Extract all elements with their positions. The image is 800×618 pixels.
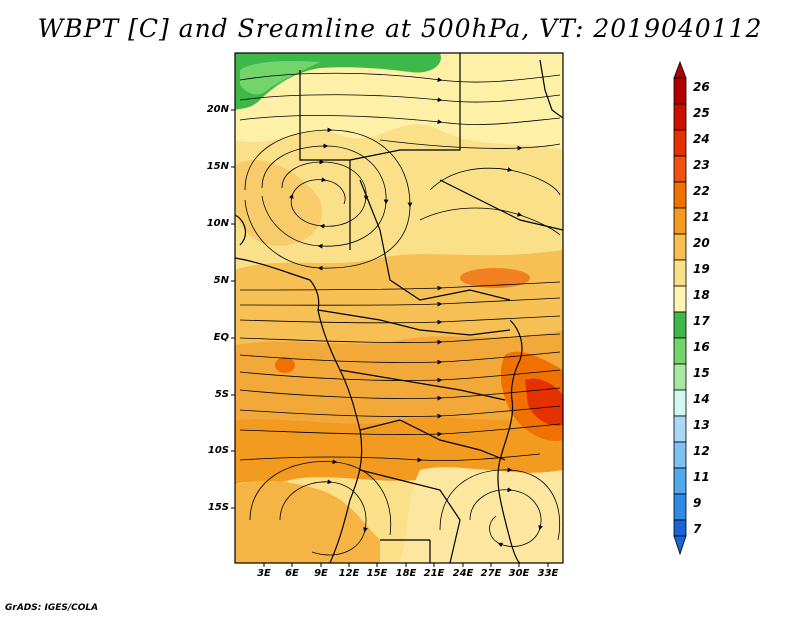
field-band-eq	[235, 250, 563, 345]
chart-title: WBPT [C] and Sreamline at 500hPa, VT: 20…	[37, 14, 763, 43]
lat-label-5n: 5N	[213, 275, 229, 286]
plot-area	[235, 53, 563, 563]
colorbar	[673, 60, 687, 556]
colorbar-label-19: 19	[693, 262, 710, 276]
lon-label-9e: 9E	[314, 568, 328, 579]
colorbar-label-21: 21	[693, 210, 710, 224]
colorbar-label-16: 16	[693, 340, 710, 354]
colorbar-label-14: 14	[693, 392, 710, 406]
colorbar-top-arrow	[673, 60, 687, 79]
field-band-10s	[235, 410, 563, 485]
colorbar-label-13: 13	[693, 418, 710, 432]
colorbar-label-24: 24	[693, 132, 710, 146]
colorbar-label-7: 7	[693, 522, 702, 536]
axis-ticks	[231, 109, 549, 567]
colorbar-bottom-arrow	[673, 535, 687, 556]
field-pale-north	[235, 53, 563, 150]
colorbar-label-20: 20	[693, 236, 710, 250]
lon-label-33e: 33E	[537, 568, 559, 579]
colorbar-label-23: 23	[693, 158, 710, 172]
colorbar-label-26: 26	[693, 80, 710, 94]
colorbar-label-9: 9	[693, 496, 702, 510]
lon-label-6e: 6E	[285, 568, 299, 579]
lon-label-3e: 3E	[257, 568, 271, 579]
colorbar-label-22: 22	[693, 184, 710, 198]
lat-label-5s: 5S	[214, 389, 229, 400]
colorbar-label-12: 12	[693, 444, 710, 458]
plot-frame	[234, 52, 564, 564]
lat-label-15s: 15S	[207, 502, 229, 513]
streamlines	[239, 72, 561, 556]
lat-label-10s: 10S	[207, 445, 229, 456]
colorbar-label-25: 25	[693, 106, 710, 120]
lon-label-30e: 30E	[508, 568, 530, 579]
lat-label-15n: 15N	[206, 161, 229, 172]
colorbar-label-18: 18	[693, 288, 710, 302]
field-hotspot-north	[460, 268, 530, 288]
field-band-15s	[235, 480, 380, 563]
lat-label-10n: 10N	[206, 218, 229, 229]
colorbar-label-15: 15	[693, 366, 710, 380]
field-hotspot-west	[275, 357, 295, 373]
lat-label-eq: EQ	[213, 332, 229, 343]
lon-label-15e: 15E	[366, 568, 388, 579]
colorbar-label-17: 17	[693, 314, 710, 328]
field-pale-south	[400, 467, 563, 563]
field-green-light	[240, 60, 320, 95]
lon-label-27e: 27E	[480, 568, 502, 579]
field-band-5s	[235, 330, 563, 424]
colorbar-label-11: 11	[693, 470, 710, 484]
lon-label-21e: 21E	[423, 568, 445, 579]
lat-label-20n: 20N	[206, 104, 229, 115]
lon-label-12e: 12E	[338, 568, 360, 579]
lon-label-24e: 24E	[452, 568, 474, 579]
lon-label-18e: 18E	[395, 568, 417, 579]
software-credit: GrADS: IGES/COLA	[5, 603, 99, 613]
